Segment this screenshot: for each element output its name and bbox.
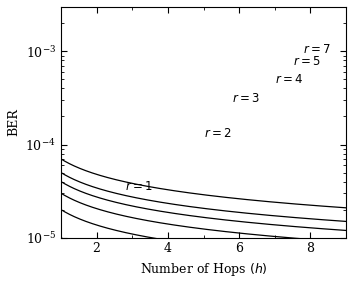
Text: $r = 7$: $r = 7$	[303, 43, 331, 56]
Text: $r = 5$: $r = 5$	[293, 55, 320, 68]
X-axis label: Number of Hops $(h)$: Number of Hops $(h)$	[140, 261, 267, 278]
Text: $r = 4$: $r = 4$	[275, 73, 303, 86]
Y-axis label: BER: BER	[7, 108, 20, 136]
Text: $r = 2$: $r = 2$	[204, 127, 231, 141]
Text: $r = 1$: $r = 1$	[125, 180, 153, 194]
Text: $r = 3$: $r = 3$	[232, 92, 260, 105]
